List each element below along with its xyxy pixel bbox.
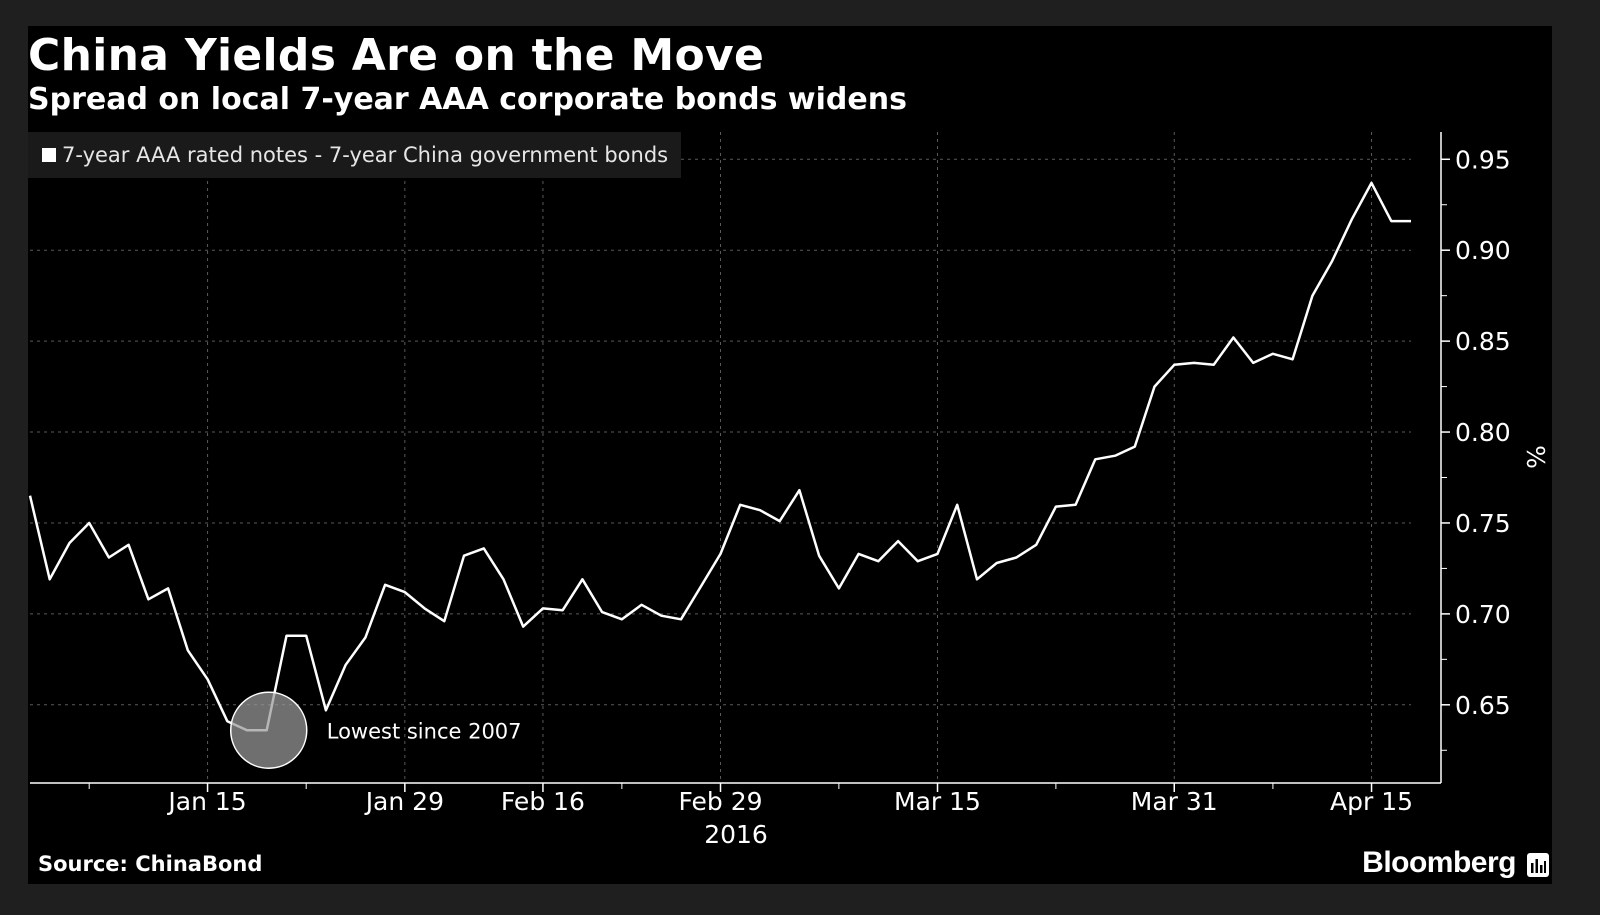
x-sub-label: 2016: [704, 820, 768, 849]
chart-subtitle: Spread on local 7-year AAA corporate bon…: [28, 82, 907, 117]
x-tick-label: Mar 31: [1131, 787, 1218, 816]
legend-swatch: [42, 148, 56, 162]
y-tick-label: 0.65: [1455, 691, 1511, 720]
annotation-marker: [229, 691, 308, 770]
x-tick-label: Apr 15: [1330, 787, 1413, 816]
y-tick-label: 0.85: [1455, 327, 1511, 356]
chart-title: China Yields Are on the Move: [28, 30, 765, 81]
y-tick-label: 0.80: [1455, 418, 1511, 447]
y-axis-label: %: [1521, 445, 1550, 469]
x-tick-label: Jan 29: [364, 787, 444, 816]
x-tick-label: Feb 16: [501, 787, 585, 816]
y-tick-label: 0.95: [1455, 145, 1511, 174]
x-tick-label: Mar 15: [894, 787, 981, 816]
bloomberg-chart-icon: [1527, 853, 1549, 877]
x-tick-label: Jan 15: [166, 787, 246, 816]
y-tick-label: 0.90: [1455, 236, 1511, 265]
bloomberg-logo: Bloomberg: [1362, 846, 1516, 879]
x-tick-label: Feb 29: [678, 787, 762, 816]
legend-label: 7-year AAA rated notes - 7-year China go…: [62, 143, 669, 167]
annotation-label: Lowest since 2007: [327, 719, 522, 743]
y-tick-label: 0.70: [1455, 600, 1511, 629]
y-tick-label: 0.75: [1455, 509, 1511, 538]
source-note: Source: ChinaBond: [38, 852, 263, 876]
legend: 7-year AAA rated notes - 7-year China go…: [28, 132, 681, 178]
